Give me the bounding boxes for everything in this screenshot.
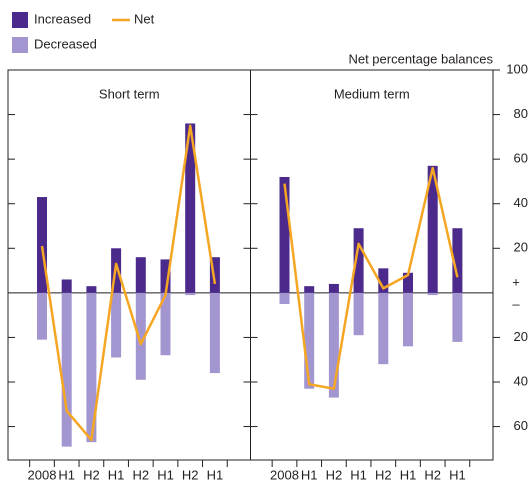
y-tick-label: 100 bbox=[506, 61, 528, 76]
x-tick-label: H1 bbox=[157, 467, 174, 482]
y-tick-label: 20 bbox=[514, 240, 528, 255]
x-year-label: 12 bbox=[208, 482, 222, 485]
bar bbox=[403, 272, 413, 293]
y-tick-label: 20 bbox=[514, 329, 528, 344]
bar bbox=[353, 292, 364, 336]
net-line bbox=[283, 166, 459, 390]
legend-label: Decreased bbox=[34, 36, 97, 51]
bar bbox=[86, 292, 97, 443]
x-year-label: 10 bbox=[364, 482, 378, 485]
bar bbox=[135, 292, 146, 380]
x-tick-label: H1 bbox=[301, 467, 318, 482]
sign-label: – bbox=[512, 296, 520, 311]
x-tick-label: H1 bbox=[108, 467, 125, 482]
x-tick-label: H2 bbox=[424, 467, 441, 482]
x-tick-label: H1 bbox=[449, 467, 466, 482]
bar bbox=[427, 292, 438, 296]
x-year-label: 09 bbox=[314, 482, 328, 485]
x-tick-label: H1 bbox=[400, 467, 417, 482]
net-line bbox=[40, 124, 217, 442]
x-tick-label: 2008 bbox=[270, 467, 299, 482]
x-tick-label: 2008 bbox=[28, 467, 57, 482]
bar bbox=[378, 292, 389, 365]
bar bbox=[61, 279, 72, 293]
x-year-label: 10 bbox=[121, 482, 135, 485]
x-tick-label: H2 bbox=[375, 467, 392, 482]
panel-title: Short term bbox=[99, 86, 160, 101]
bar bbox=[304, 286, 315, 293]
bar bbox=[37, 197, 47, 293]
panel-title: Medium term bbox=[334, 86, 410, 101]
bar bbox=[185, 123, 196, 293]
y-tick-label: 60 bbox=[514, 151, 528, 166]
bar bbox=[135, 257, 146, 293]
bar bbox=[328, 292, 339, 398]
y-tick-label: 40 bbox=[514, 195, 528, 210]
y-tick-label: 60 bbox=[514, 418, 528, 433]
x-tick-label: H1 bbox=[350, 467, 367, 482]
sign-label: + bbox=[512, 274, 520, 289]
bar bbox=[452, 292, 463, 342]
bar bbox=[160, 292, 171, 356]
bar bbox=[209, 257, 220, 293]
x-year-label: 09 bbox=[72, 482, 86, 485]
x-tick-label: H1 bbox=[58, 467, 75, 482]
y-tick-label: 80 bbox=[514, 106, 528, 121]
legend-swatch bbox=[12, 37, 28, 53]
x-tick-label: H2 bbox=[132, 467, 149, 482]
x-tick-label: H2 bbox=[326, 467, 343, 482]
legend-label: Net bbox=[134, 11, 155, 26]
bar bbox=[61, 292, 72, 447]
y-axis-label: Net percentage balances bbox=[348, 51, 493, 66]
x-tick-label: H1 bbox=[207, 467, 224, 482]
x-year-label: 11 bbox=[171, 482, 185, 485]
legend-swatch bbox=[12, 12, 28, 28]
bar bbox=[403, 292, 413, 347]
x-tick-label: H2 bbox=[83, 467, 100, 482]
x-year-label: 12 bbox=[450, 482, 464, 485]
bar bbox=[279, 292, 290, 304]
bar bbox=[86, 286, 97, 293]
bar bbox=[304, 292, 315, 389]
bar bbox=[427, 165, 438, 293]
y-tick-label: 40 bbox=[514, 373, 528, 388]
bar bbox=[328, 283, 339, 293]
bar bbox=[160, 259, 171, 293]
bar bbox=[111, 292, 122, 358]
bar bbox=[378, 268, 389, 293]
x-tick-label: H2 bbox=[182, 467, 199, 482]
bar bbox=[209, 292, 220, 374]
x-year-label: 11 bbox=[414, 482, 428, 485]
bar bbox=[353, 228, 364, 293]
bar bbox=[185, 292, 196, 296]
bar bbox=[37, 292, 47, 340]
bar bbox=[452, 228, 463, 293]
bar bbox=[279, 176, 290, 293]
legend-label: Increased bbox=[34, 11, 91, 26]
